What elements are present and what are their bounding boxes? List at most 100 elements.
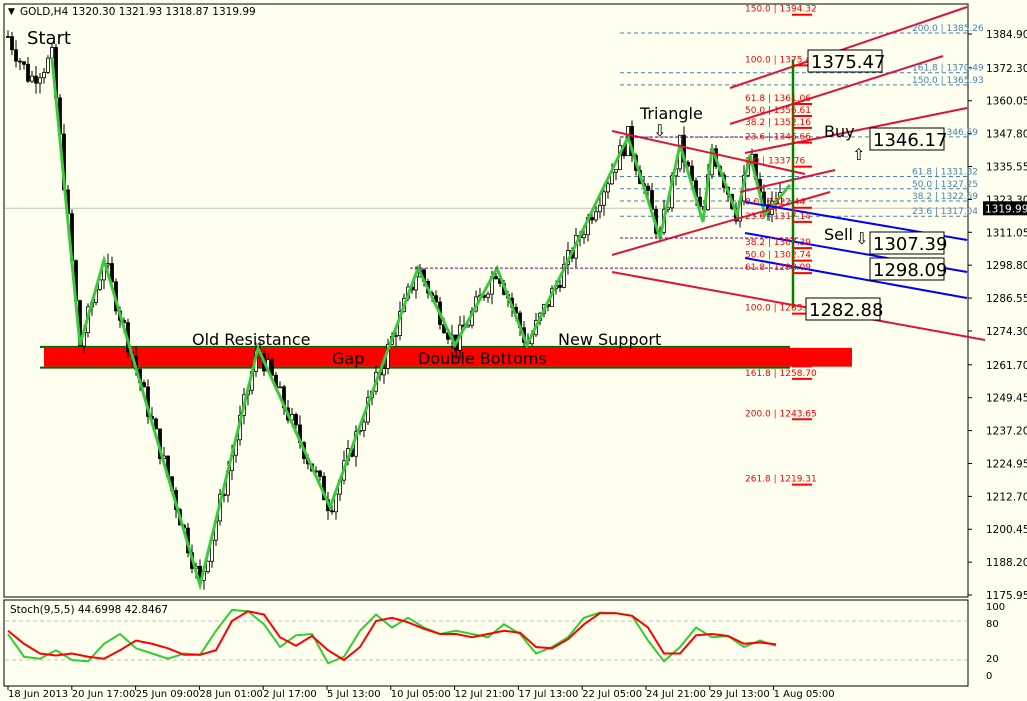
fib-red-label: 150.0 | 1394.32: [745, 5, 817, 15]
fib-red-label: 150.0 | 1263.35: [745, 356, 817, 366]
candle-body: [30, 75, 34, 82]
x-tick-label: 5 Jul 13:00: [327, 689, 381, 700]
x-tick-label: 20 Jun 17:00: [72, 689, 136, 700]
candle-body: [42, 71, 46, 79]
channel-line: [611, 271, 986, 341]
candle-body: [330, 510, 334, 513]
price-box: [869, 127, 945, 151]
x-tick-label: 24 Jul 21:00: [646, 689, 706, 700]
fib-blue-label: 150.0 | 1365.93: [912, 76, 984, 86]
y-tick-label: 1212.70: [986, 491, 1027, 503]
annotation-label: Old Resistance: [192, 330, 311, 349]
down-arrow-icon: ⇩: [855, 229, 868, 248]
candle-body: [14, 49, 18, 62]
zigzag-line: [50, 57, 792, 591]
price-box-label: 1307.39: [873, 234, 947, 255]
price-box-label: 1298.09: [873, 260, 947, 281]
y-tick-label: 1175.95: [986, 590, 1027, 602]
fib-blue-label: 23.6 | 1346.59: [912, 128, 978, 138]
stoch-level-label: 20: [986, 654, 999, 665]
candle-body: [562, 264, 566, 288]
candle-body: [602, 191, 606, 206]
y-tick-label: 1335.55: [986, 162, 1027, 174]
x-tick-label: 17 Jul 13:00: [518, 689, 578, 700]
up-arrow-icon: ⇧: [852, 145, 865, 164]
candle-body: [18, 60, 22, 63]
y-tick-label: 1360.05: [986, 96, 1027, 108]
channel-line: [739, 169, 836, 193]
y-tick-label: 1372.30: [986, 63, 1027, 75]
channel-line: [729, 6, 968, 89]
stoch-level-label: 100: [986, 602, 1005, 613]
candle-body: [486, 293, 490, 298]
candle-body: [614, 169, 618, 173]
candle-body: [318, 470, 322, 477]
candle-body: [598, 204, 602, 213]
fib-red-label: 0.0 | 1337.76: [745, 157, 806, 167]
price-box: [805, 297, 881, 321]
candle-body: [38, 77, 42, 84]
fib-red-label: 61.8 | 1361.06: [745, 94, 811, 104]
candle-body: [278, 386, 282, 389]
fib-red-label: 200.0 | 1243.65: [745, 409, 817, 419]
fib-red-label: 161.8 | 1258.70: [745, 369, 817, 379]
candle-body: [206, 560, 210, 573]
main-frame: [3, 3, 969, 598]
fib-blue-label: 200.0 | 1385.26: [912, 24, 984, 34]
x-tick-label: 1 Aug 05:00: [774, 689, 835, 700]
channel-line: [611, 130, 806, 175]
y-tick-label: 1224.95: [986, 458, 1027, 470]
candle-body: [434, 295, 438, 303]
channel-line: [729, 55, 944, 125]
y-tick-label: 1237.20: [986, 426, 1027, 438]
y-tick-label: 1200.45: [986, 524, 1027, 536]
x-tick-label: 28 Jun 01:00: [199, 689, 263, 700]
x-tick-label: 2 Jul 17:00: [263, 689, 317, 700]
fib-blue-label: 61.8 | 1331.82: [912, 168, 978, 178]
y-tick-label: 1249.45: [986, 393, 1027, 405]
y-tick-label: 1286.55: [986, 293, 1027, 305]
down-arrow-icon: ⇩: [653, 121, 666, 140]
candle-body: [582, 234, 586, 239]
candle-body: [46, 57, 50, 73]
candle-body: [594, 211, 598, 221]
candle-body: [6, 36, 10, 38]
fib-red-label: 61.8 | 1298.09: [745, 263, 811, 273]
price-box-label: 1346.17: [873, 130, 947, 151]
candle-body: [362, 421, 366, 431]
annotation-label: Triangle: [639, 104, 703, 123]
candle-body: [10, 36, 14, 51]
stoch-k-line: [7, 608, 777, 665]
candle-body: [646, 185, 650, 191]
annotation-label: Sell: [824, 225, 853, 244]
candle-body: [26, 63, 30, 82]
fib-red-label: 23.6 | 1317.14: [745, 212, 811, 222]
annotation-label: Buy: [824, 122, 855, 141]
candle-body: [294, 414, 298, 426]
stoch-d-line: [7, 610, 777, 662]
y-tick-label: 1188.20: [986, 557, 1027, 569]
price-box: [807, 49, 883, 73]
x-tick-label: 22 Jul 05:00: [582, 689, 642, 700]
stoch-frame: [3, 599, 969, 687]
candle-body: [110, 263, 114, 283]
annotation-label: Double Bottoms: [418, 349, 547, 368]
candle-body: [154, 418, 158, 430]
ohlc-label: 1320.30 1321.93 1318.87 1319.99: [72, 6, 256, 18]
candle-body: [494, 276, 498, 280]
price-box-label: 1282.88: [809, 300, 883, 321]
y-tick-label: 1311.05: [986, 227, 1027, 239]
stoch-level-label: 80: [986, 619, 999, 630]
fib-blue-label: 161.8 | 1370.49: [912, 64, 984, 74]
fib-red-label: 38.2 | 1352.16: [745, 118, 811, 128]
annotation-label: New Support: [558, 330, 661, 349]
dropdown-icon[interactable]: ▼: [8, 7, 15, 17]
fib-blue-label: 38.2 | 1322.69: [912, 192, 978, 202]
x-tick-label: 29 Jul 13:00: [710, 689, 770, 700]
fib-red-label: 50.0 | 1302.74: [745, 251, 811, 261]
price-box: [869, 257, 945, 281]
current-price-tag: [983, 201, 1027, 216]
fib-red-label: 23.6 | 1346.66: [745, 133, 811, 143]
